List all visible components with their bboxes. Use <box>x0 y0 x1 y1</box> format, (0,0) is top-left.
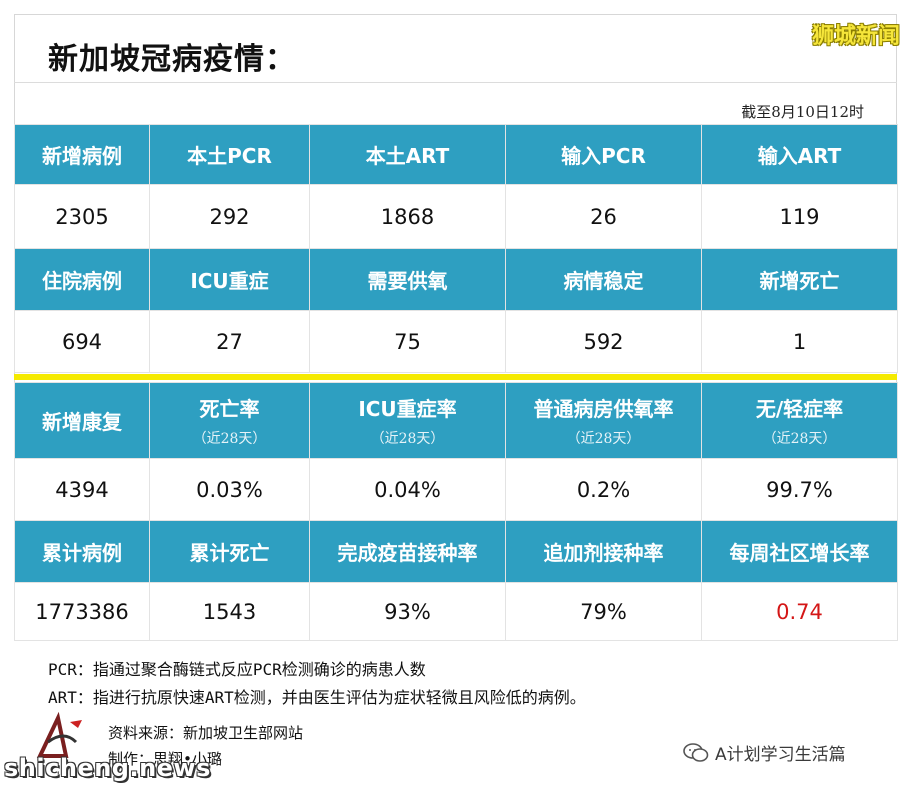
header-label: 无/轻症率 <box>755 397 844 421</box>
header-weekly-growth-rate: 每周社区增长率 <box>701 520 898 583</box>
watermark-text: 狮城新闻 <box>811 24 900 49</box>
header-local-art: 本土ART <box>309 124 506 185</box>
brand-logo <box>30 711 100 774</box>
value-icu: 27 <box>149 310 310 373</box>
header-period: （近28天） <box>566 431 641 447</box>
value-weekly-growth-rate: 0.74 <box>701 582 898 641</box>
header-stable: 病情稳定 <box>505 248 702 311</box>
table-row: 694 27 75 592 1 <box>14 310 898 373</box>
header-total-cases: 累计病例 <box>14 520 150 583</box>
header-period: （近28天） <box>192 431 267 447</box>
value-new-recoveries: 4394 <box>14 458 150 521</box>
wechat-account-name: A计划学习生活篇 <box>715 745 846 765</box>
header-oxygen: 需要供氧 <box>309 248 506 311</box>
header-total-deaths: 累计死亡 <box>149 520 310 583</box>
header-death-rate: 死亡率 （近28天） <box>149 382 310 459</box>
value-icu-rate: 0.04% <box>309 458 506 521</box>
value-booster-rate: 79% <box>505 582 702 641</box>
header-new-deaths: 新增死亡 <box>701 248 898 311</box>
table-row: 新增病例 本土PCR 本土ART 输入PCR 输入ART <box>14 124 898 185</box>
header-ward-oxygen-rate: 普通病房供氧率 （近28天） <box>505 382 702 459</box>
value-new-cases: 2305 <box>14 184 150 249</box>
table-row: 1773386 1543 93% 79% 0.74 <box>14 582 898 641</box>
note-pcr: PCR：指通过聚合酶链式反应PCR检测确诊的病患人数 <box>48 660 426 679</box>
header-icu-rate: ICU重症率 （近28天） <box>309 382 506 459</box>
header-hospitalised: 住院病例 <box>14 248 150 311</box>
value-new-deaths: 1 <box>701 310 898 373</box>
value-local-pcr: 292 <box>149 184 310 249</box>
table-row: 累计病例 累计死亡 完成疫苗接种率 追加剂接种率 每周社区增长率 <box>14 520 898 583</box>
value-death-rate: 0.03% <box>149 458 310 521</box>
credit-source: 资料来源：新加坡卫生部网站 <box>108 724 304 742</box>
stats-table-daily: 新增病例 本土PCR 本土ART 输入PCR 输入ART 2305 292 18… <box>14 124 898 373</box>
value-imported-art: 119 <box>701 184 898 249</box>
value-imported-pcr: 26 <box>505 184 702 249</box>
value-hospitalised: 694 <box>14 310 150 373</box>
note-art: ART：指进行抗原快速ART检测，并由医生评估为症状轻微且风险低的病例。 <box>48 688 586 707</box>
value-local-art: 1868 <box>309 184 506 249</box>
brand-logo-icon <box>32 711 98 771</box>
value-total-cases: 1773386 <box>14 582 150 641</box>
value-mild-rate: 99.7% <box>701 458 898 521</box>
value-stable: 592 <box>505 310 702 373</box>
header-mild-rate: 无/轻症率 （近28天） <box>701 382 898 459</box>
header-vaccination-rate: 完成疫苗接种率 <box>309 520 506 583</box>
header-period: （近28天） <box>370 431 445 447</box>
wechat-account: A计划学习生活篇 <box>683 740 846 765</box>
value-oxygen: 75 <box>309 310 506 373</box>
header-booster-rate: 追加剂接种率 <box>505 520 702 583</box>
stats-table-rates: 新增康复 死亡率 （近28天） ICU重症率 （近28天） 普通病房供氧率 （近28天… <box>14 382 898 641</box>
table-row: 新增康复 死亡率 （近28天） ICU重症率 （近28天） 普通病房供氧率 （近28天… <box>14 382 898 459</box>
table-row: 2305 292 1868 26 119 <box>14 184 898 249</box>
header-label: 普通病房供氧率 <box>533 397 674 421</box>
header-label: ICU重症率 <box>358 397 457 421</box>
header-label: 新增康复 <box>42 410 122 434</box>
value-ward-oxygen-rate: 0.2% <box>505 458 702 521</box>
header-period: （近28天） <box>762 431 837 447</box>
header-imported-pcr: 输入PCR <box>505 124 702 185</box>
table-row: 住院病例 ICU重症 需要供氧 病情稳定 新增死亡 <box>14 248 898 311</box>
header-local-pcr: 本土PCR <box>149 124 310 185</box>
table-row: 4394 0.03% 0.04% 0.2% 99.7% <box>14 458 898 521</box>
header-icu: ICU重症 <box>149 248 310 311</box>
section-divider <box>14 374 897 380</box>
value-total-deaths: 1543 <box>149 582 310 641</box>
wechat-icon <box>683 742 709 762</box>
as-of-timestamp: 截至8月10日12时 <box>741 103 864 121</box>
credit-maker: 制作：思翔•小璐 <box>108 750 223 768</box>
title-divider <box>14 82 897 83</box>
site-watermark: shicheng.news <box>4 754 211 782</box>
header-new-cases: 新增病例 <box>14 124 150 185</box>
header-label: 死亡率 <box>199 397 260 421</box>
header-new-recoveries: 新增康复 <box>14 382 150 459</box>
value-vaccination-rate: 93% <box>309 582 506 641</box>
page-title: 新加坡冠病疫情： <box>48 42 296 77</box>
header-imported-art: 输入ART <box>701 124 898 185</box>
